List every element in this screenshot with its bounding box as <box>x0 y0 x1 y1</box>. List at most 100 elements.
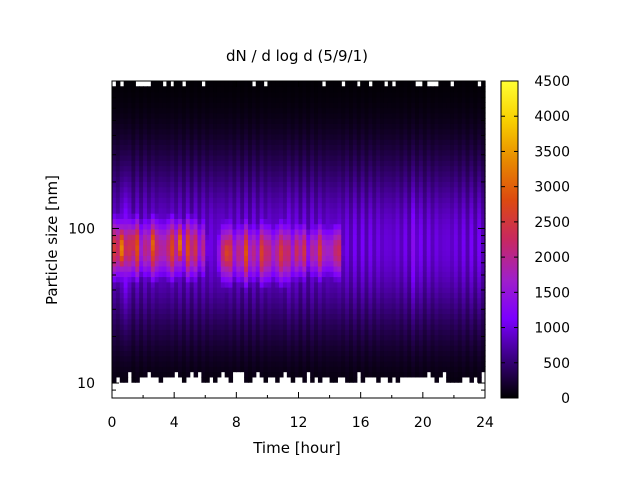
heat-cell <box>209 102 214 109</box>
heat-cell <box>267 165 272 172</box>
heat-cell <box>442 334 447 341</box>
heat-cell <box>146 112 152 119</box>
heat-cell <box>236 112 241 119</box>
heat-cell <box>282 112 288 119</box>
heat-cell <box>314 202 319 209</box>
heat-cell <box>430 170 436 177</box>
heat-cell <box>232 86 237 93</box>
heat-cell <box>170 181 175 188</box>
heat-cell <box>407 160 412 167</box>
heat-cell <box>415 112 420 119</box>
heat-cell <box>154 160 160 167</box>
heat-cell <box>407 197 412 204</box>
heat-cell <box>213 255 218 262</box>
heat-cell <box>139 117 144 124</box>
heat-cell <box>387 218 393 225</box>
heat-cell <box>131 355 136 362</box>
heat-cell <box>123 102 129 109</box>
heat-cell <box>345 334 350 341</box>
heat-cell <box>306 297 311 304</box>
heat-cell <box>422 213 428 219</box>
heat-cell <box>220 313 226 320</box>
heat-cell <box>216 297 222 304</box>
heat-cell <box>337 91 342 98</box>
heat-cell <box>418 265 424 272</box>
heat-cell <box>395 255 401 262</box>
heat-cell <box>341 154 346 161</box>
heat-cell <box>298 218 303 225</box>
heat-cell <box>399 154 405 161</box>
heat-cell <box>395 96 401 103</box>
heat-cell <box>279 223 284 230</box>
heat-cell <box>178 260 183 267</box>
heat-cell <box>240 292 245 299</box>
heat-cell <box>298 128 303 135</box>
heat-cell <box>422 160 428 167</box>
heat-cell <box>178 250 183 256</box>
heat-cell <box>236 308 241 315</box>
heat-cell <box>240 139 245 145</box>
heat-cell <box>364 276 370 283</box>
heat-cell <box>426 366 432 373</box>
heat-cell <box>294 170 300 177</box>
heat-cell <box>446 324 451 330</box>
heat-cell <box>220 366 226 373</box>
heat-cell <box>314 160 319 167</box>
heat-cell <box>337 197 342 204</box>
heat-cell <box>205 287 210 293</box>
heat-cell <box>209 207 214 214</box>
heat-cell <box>383 244 389 251</box>
heat-cell <box>201 287 206 293</box>
heat-cell <box>189 117 195 124</box>
heat-cell <box>251 139 257 145</box>
heat-cell <box>123 308 129 315</box>
heat-cell <box>387 329 393 336</box>
heat-cell <box>174 91 179 98</box>
heat-cell <box>220 350 226 357</box>
heat-cell <box>457 329 463 336</box>
heat-cell <box>209 345 214 352</box>
heat-cell <box>135 218 140 225</box>
heat-cell <box>387 313 393 320</box>
heat-cell <box>368 366 373 373</box>
heat-cell <box>376 154 381 161</box>
heat-cell <box>418 287 424 293</box>
heat-cell <box>364 91 370 98</box>
heat-cell <box>395 271 401 278</box>
heat-cell <box>422 329 428 336</box>
heat-cell <box>317 181 323 188</box>
heat-cell <box>403 107 408 114</box>
heat-cell <box>154 154 160 161</box>
heat-cell <box>251 313 257 320</box>
heat-cell <box>438 371 443 378</box>
heat-cell <box>139 144 144 151</box>
heat-cell <box>329 202 335 209</box>
heat-cell <box>146 144 152 151</box>
heat-cell <box>395 149 401 156</box>
heat-cell <box>302 144 307 151</box>
heat-cell <box>267 91 272 98</box>
heat-cell <box>135 324 140 330</box>
heat-cell <box>216 213 222 219</box>
heat-cell <box>193 271 199 278</box>
heat-cell <box>112 186 117 193</box>
heat-cell <box>411 133 416 140</box>
heat-cell <box>325 292 331 299</box>
heat-cell <box>112 139 117 145</box>
heat-cell <box>403 297 408 304</box>
heat-cell <box>279 160 284 167</box>
heat-cell <box>263 228 269 235</box>
heat-cell <box>376 239 381 246</box>
heat-cell <box>232 265 237 272</box>
heat-cell <box>115 213 121 219</box>
heat-cell <box>411 107 416 114</box>
heat-cell <box>391 186 397 193</box>
heat-cell <box>247 260 253 267</box>
heat-cell <box>213 366 218 373</box>
heat-cell <box>349 361 354 367</box>
heat-cell <box>162 107 167 114</box>
heat-cell <box>220 250 226 256</box>
heat-cell <box>166 318 171 325</box>
heat-cell <box>450 186 455 193</box>
heat-cell <box>426 117 432 124</box>
